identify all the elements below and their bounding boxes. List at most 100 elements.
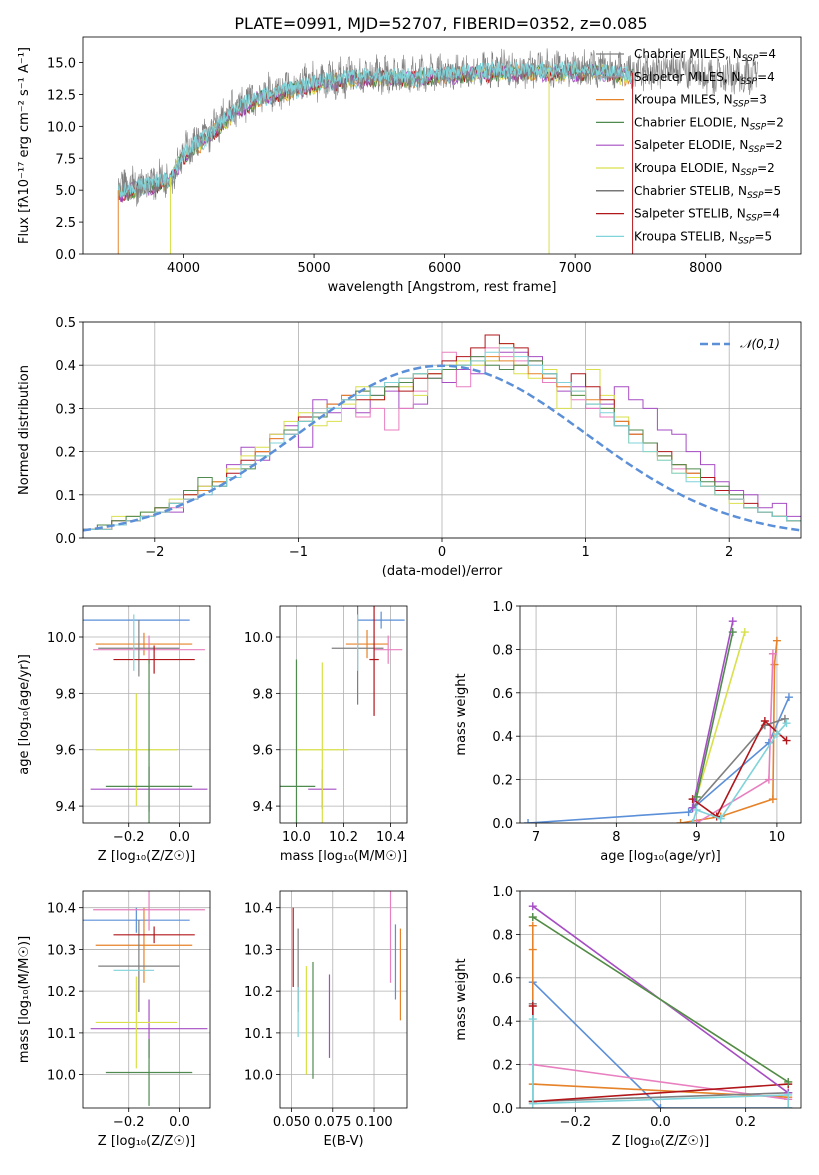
y-tick-label: 10.0 — [47, 120, 76, 135]
mass-vs-EBV-plot-area — [292, 891, 402, 1079]
x-axis-label: Z [log₁₀(Z/Z☉)] — [98, 849, 195, 864]
legend-entry: Kroupa ELODIE, NSSP=2 — [634, 161, 775, 178]
x-tick-label: 0.050 — [273, 1115, 310, 1130]
weight-marker — [784, 1077, 793, 1086]
errorbar-point — [83, 907, 190, 933]
x-tick-label: 2 — [725, 545, 733, 560]
y-tick-label: 0.8 — [492, 928, 513, 943]
weight-marker — [528, 1002, 537, 1011]
x-tick-label: 10.4 — [376, 830, 405, 845]
errorbar-point — [95, 976, 177, 1069]
y-tick-label: 10.3 — [47, 943, 76, 958]
x-tick-label: 0.0 — [169, 830, 190, 845]
y-tick-label: 15.0 — [47, 57, 76, 72]
y-axis-label: age [log₁₀(age/yr)] — [17, 654, 32, 775]
weight-marker — [716, 814, 725, 823]
errorbar-point — [95, 693, 177, 807]
legend-entry: Kroupa MILES, NSSP=3 — [634, 93, 767, 110]
y-axis-label: mass [log₁₀(M/M☉)] — [17, 936, 32, 1063]
y-tick-label: 9.8 — [55, 687, 76, 702]
errorbar-point — [357, 611, 405, 629]
weight-marker — [728, 628, 737, 637]
y-tick-label: 10.0 — [47, 1069, 76, 1084]
x-tick-label: 8000 — [689, 261, 722, 276]
x-tick-label: 5000 — [298, 261, 331, 276]
weight-marker — [784, 693, 793, 702]
x-tick-label: −0.2 — [560, 1115, 592, 1130]
y-tick-label: 5.0 — [55, 184, 76, 199]
weight-marker — [528, 1099, 537, 1108]
legend-entry: 𝒩(0,1) — [740, 337, 780, 351]
axes-frame — [82, 605, 211, 824]
weight-line — [532, 916, 789, 1083]
age-vs-mass-panel: 10.0 10.2 10.4 9.4 9.6 9.8 10.0 mass [log₁₀(M/M… — [244, 605, 408, 864]
legend-entry: Salpeter STELIB, NSSP=4 — [634, 207, 780, 224]
weight-marker — [760, 717, 769, 726]
spectrum-legend: Chabrier MILES, NSSP=4 Salpeter MILES, NS… — [596, 47, 784, 246]
y-tick-label: 0.0 — [492, 817, 513, 832]
weight-marker — [656, 1104, 665, 1108]
age-vs-Z-plot-area — [83, 614, 208, 823]
weight-line — [695, 631, 746, 798]
x-tick-label: 0.2 — [735, 1115, 756, 1130]
y-tick-label: 0.2 — [492, 774, 513, 789]
y-tick-label: 0.3 — [55, 402, 76, 417]
legend-entry: Chabrier ELODIE, NSSP=2 — [634, 115, 784, 132]
weight-marker — [782, 719, 791, 728]
weight-marker — [684, 808, 693, 817]
figure-title: PLATE=0991, MJD=52707, FIBERID=0352, z=0… — [234, 14, 647, 33]
x-tick-label: −2 — [145, 545, 164, 560]
y-tick-label: 10.4 — [47, 902, 76, 917]
x-tick-label: 0 — [438, 545, 446, 560]
weight-vs-Z-plot-area — [528, 902, 793, 1108]
axes-frame — [279, 890, 408, 1109]
weight-series — [676, 636, 781, 823]
axes-frame — [519, 890, 802, 1109]
y-tick-label: 1.0 — [492, 885, 513, 900]
x-tick-label: 7000 — [559, 261, 592, 276]
weight-marker — [772, 636, 781, 645]
x-tick-label: 6000 — [428, 261, 461, 276]
x-tick-label: 1 — [581, 545, 589, 560]
y-tick-label: 0.0 — [55, 248, 76, 263]
y-tick-label: 10.0 — [244, 631, 273, 646]
x-axis-label: age [log₁₀(age/yr)] — [600, 849, 721, 864]
y-tick-label: 9.6 — [55, 744, 76, 759]
y-tick-label: 10.3 — [244, 943, 273, 958]
x-axis-label: mass [log₁₀(M/M☉)] — [280, 849, 407, 864]
x-tick-label: −0.2 — [113, 1115, 145, 1130]
weight-line — [692, 719, 788, 818]
weight-marker — [688, 803, 697, 812]
y-axis-label: Flux [fλ10⁻¹⁷ erg cm⁻² s⁻¹ A⁻¹] — [17, 47, 32, 244]
weight-series — [692, 628, 737, 801]
errorbar-point — [113, 645, 195, 674]
weight-marker — [688, 819, 697, 823]
x-tick-label: 9 — [692, 830, 700, 845]
weight-marker — [740, 628, 749, 637]
y-axis-label: mass weight — [454, 673, 469, 755]
errorbar-point — [98, 620, 180, 677]
x-tick-label: 10.0 — [282, 830, 311, 845]
y-tick-label: 1.0 — [492, 600, 513, 615]
weight-marker — [528, 902, 537, 911]
x-axis-label: E(B-V) — [323, 1134, 363, 1149]
errorbar-point — [95, 632, 193, 656]
y-axis-label: mass weight — [454, 958, 469, 1040]
y-tick-label: 7.5 — [55, 152, 76, 167]
x-tick-label: 0.100 — [355, 1115, 392, 1130]
y-tick-label: 0.4 — [55, 359, 76, 374]
weight-vs-Z-panel: −0.2 0.0 0.2 0.0 0.2 0.4 0.6 0.8 1.0 Z [log₁₀(Z/Z… — [454, 885, 802, 1149]
weight-marker — [728, 617, 737, 626]
weight-marker — [676, 819, 685, 823]
weight-series — [524, 693, 793, 823]
histogram-step — [83, 356, 801, 538]
normal-curve — [83, 364, 801, 532]
errorbar-point — [95, 907, 193, 983]
weight-marker — [780, 714, 789, 723]
y-tick-label: 0.6 — [492, 687, 513, 702]
axes-frame — [82, 321, 802, 539]
weight-marker — [692, 819, 701, 823]
mass-vs-EBV-panel: 0.050 0.075 0.100 10.0 10.1 10.2 10.3 10.4 E(B-V… — [244, 890, 408, 1149]
